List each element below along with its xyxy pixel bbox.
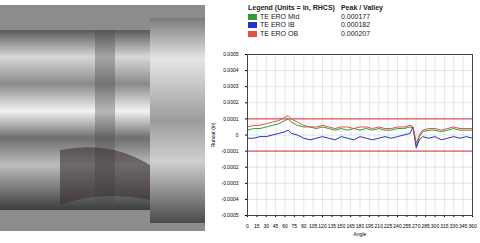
svg-text:165: 165 xyxy=(346,223,355,229)
svg-text:0.0002: 0.0002 xyxy=(223,99,239,105)
svg-text:45: 45 xyxy=(273,223,279,229)
svg-text:210: 210 xyxy=(375,223,384,229)
html-text:Peak / Valley: Peak / Valley xyxy=(340,4,383,11)
svg-text:-0.0004: -0.0004 xyxy=(222,196,239,202)
svg-text:195: 195 xyxy=(365,223,374,229)
svg-text:0: 0 xyxy=(236,132,239,138)
html-text:Legend (Units = in, RHCS): Legend (Units = in, RHCS) xyxy=(248,4,335,11)
svg-text:-0.0003: -0.0003 xyxy=(222,180,239,186)
svg-text:150: 150 xyxy=(337,223,346,229)
svg-text:225: 225 xyxy=(384,223,393,229)
svg-text:0.0003: 0.0003 xyxy=(223,83,239,89)
svg-text:-0.0005: -0.0005 xyxy=(222,212,239,218)
svg-text:135: 135 xyxy=(328,223,337,229)
svg-text:0.0001: 0.0001 xyxy=(223,116,239,122)
svg-text:15: 15 xyxy=(254,223,260,229)
svg-text:105: 105 xyxy=(309,223,318,229)
svg-text:30: 30 xyxy=(263,223,269,229)
svg-text:0.0005: 0.0005 xyxy=(223,51,239,57)
svg-text:Angle: Angle xyxy=(354,231,367,237)
svg-text:60: 60 xyxy=(282,223,288,229)
svg-text:345: 345 xyxy=(459,223,468,229)
svg-text:300: 300 xyxy=(431,223,440,229)
svg-text:255: 255 xyxy=(403,223,412,229)
svg-text:120: 120 xyxy=(318,223,327,229)
html-text:TE ERO OB: TE ERO OB xyxy=(260,29,299,37)
svg-text:0.0004: 0.0004 xyxy=(223,67,239,73)
svg-text:75: 75 xyxy=(292,223,298,229)
svg-text:180: 180 xyxy=(356,223,365,229)
svg-text:Runout (in): Runout (in) xyxy=(210,122,216,147)
svg-text:240: 240 xyxy=(393,223,402,229)
svg-text:270: 270 xyxy=(412,223,421,229)
html-text:TE ERO IB: TE ERO IB xyxy=(260,21,295,28)
html-text:0.000207: 0.000207 xyxy=(340,29,371,37)
svg-text:0: 0 xyxy=(246,223,249,229)
svg-text:285: 285 xyxy=(421,223,430,229)
svg-text:-0.0002: -0.0002 xyxy=(222,164,239,170)
svg-text:360: 360 xyxy=(468,223,477,229)
svg-text:315: 315 xyxy=(440,223,449,229)
html-text:TE ERO Mid: TE ERO Mid xyxy=(260,12,300,20)
svg-text:90: 90 xyxy=(301,223,307,229)
svg-text:-0.0001: -0.0001 xyxy=(222,148,239,154)
html-text:0.000177: 0.000177 xyxy=(340,12,371,20)
html-text:0.000182: 0.000182 xyxy=(340,21,371,28)
svg-text:330: 330 xyxy=(450,223,459,229)
